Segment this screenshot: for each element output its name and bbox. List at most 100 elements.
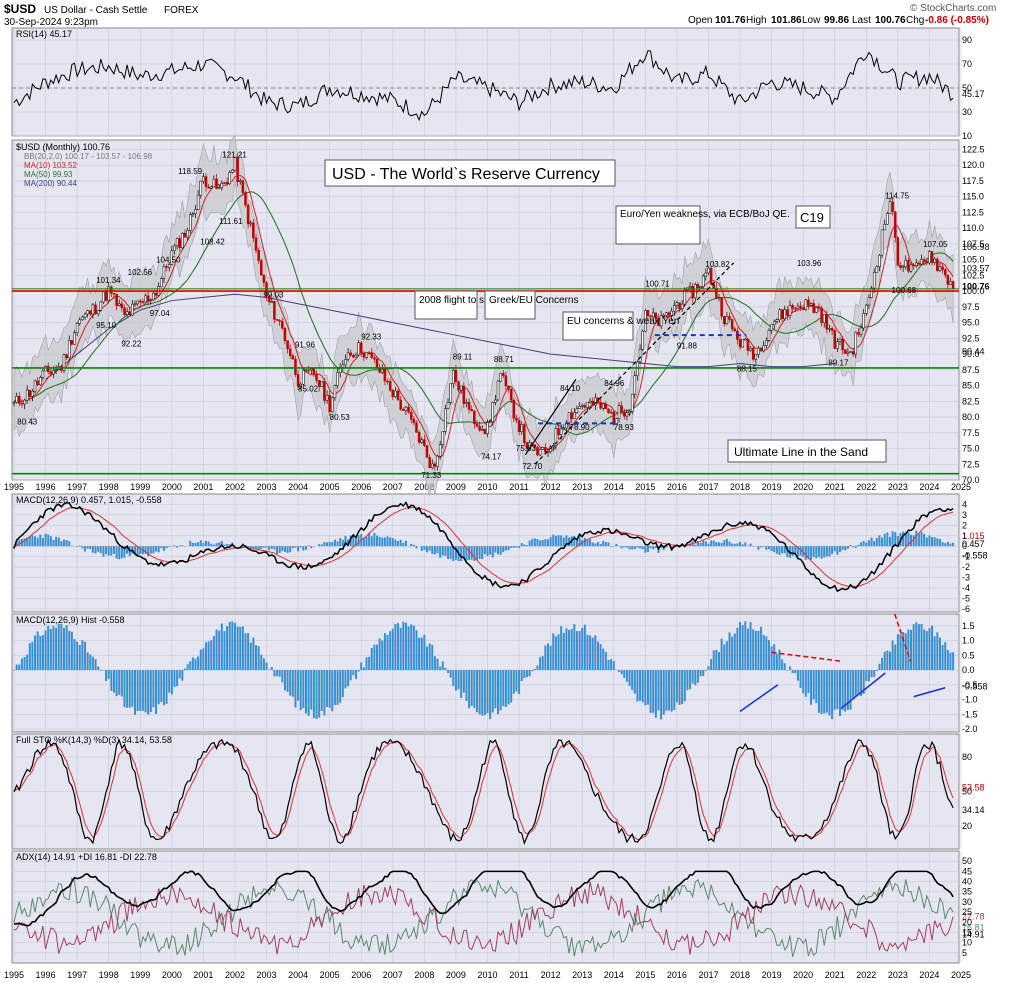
- candle-body: [346, 352, 350, 360]
- candle-body: [620, 405, 623, 413]
- hist-bar: [815, 670, 818, 704]
- open-label: Open: [688, 15, 712, 26]
- macd-hist-bar: [420, 546, 423, 551]
- candle-body: [349, 352, 352, 356]
- rsi-tick: 70: [962, 59, 972, 69]
- price-tick: 107.5: [962, 239, 985, 249]
- hist-bar: [946, 650, 949, 671]
- rsi-chart: RSI(14) 45.17 45.17: [12, 29, 985, 122]
- macd-hist-bar: [449, 546, 452, 559]
- candle-body: [36, 380, 39, 386]
- macd-tick: 0: [962, 541, 967, 551]
- macd-hist-bar: [18, 539, 21, 547]
- hist-bar: [870, 670, 873, 678]
- macd-hist-bar: [946, 541, 949, 547]
- candle-body: [254, 237, 258, 251]
- candle-body: [573, 412, 576, 419]
- hist-bar: [925, 631, 928, 671]
- macd-hist-bar: [767, 546, 770, 550]
- macd-hist-bar: [562, 537, 565, 547]
- macd-hist-bar: [149, 546, 152, 554]
- candle-body: [541, 446, 544, 450]
- macd-hist-bar: [941, 542, 944, 547]
- macd-hist-bar: [391, 538, 394, 547]
- hist-bar: [736, 627, 739, 671]
- macd-hist-bar: [402, 542, 405, 547]
- macd-hist-bar: [741, 544, 744, 547]
- candle-body: [407, 406, 410, 413]
- hist-bar: [802, 670, 805, 694]
- candle-body: [186, 230, 189, 238]
- x-tick-label-bottom: 2025: [951, 970, 971, 980]
- hist-bar: [207, 641, 210, 671]
- ma50-line: [13, 191, 954, 436]
- hist-bar: [183, 668, 186, 671]
- hist-bar: [189, 661, 192, 671]
- price-label: 100.76: [962, 281, 990, 291]
- hist-bar: [789, 666, 792, 671]
- price-labels: 80.43 101.34 95.10 102.56 92.22 104.50 97.04 11…: [17, 150, 989, 479]
- candle-body: [933, 258, 936, 263]
- x-tick-label-bottom: 2019: [762, 970, 782, 980]
- price-label: 89.11: [453, 353, 473, 362]
- macd-hist-bar: [707, 543, 710, 547]
- macd-hist-bar: [76, 546, 79, 547]
- macd-hist-bar: [504, 546, 507, 551]
- hist-bar: [594, 635, 597, 671]
- macd-hist-bar: [544, 538, 547, 547]
- hist-bar: [644, 670, 647, 706]
- macd-hist-bar: [202, 542, 205, 547]
- candle-body: [938, 266, 942, 271]
- candle-body: [849, 351, 852, 353]
- candle-body: [352, 354, 355, 358]
- hist-bar: [197, 656, 200, 671]
- hist-bar: [762, 634, 765, 671]
- annotation-2008: 2008 flight to safety: [419, 295, 506, 306]
- macd-hist-bar: [591, 542, 594, 547]
- macd-hist-bar: [478, 546, 481, 559]
- candle-body: [262, 274, 266, 283]
- macd-tick: -2: [962, 562, 970, 572]
- candle-body: [520, 424, 523, 432]
- hist-bar: [520, 670, 523, 682]
- macd-hist-bar: [762, 546, 765, 547]
- hist-bar: [628, 670, 631, 687]
- price-label: 91.88: [677, 341, 698, 350]
- x-tick-label-top: 2008: [414, 482, 434, 492]
- hist-bar: [420, 637, 423, 671]
- chart-date: 30-Sep-2024 9:23pm: [4, 17, 98, 28]
- macd-hist-bar: [31, 535, 34, 547]
- candle-body: [223, 182, 226, 184]
- hist-bar: [541, 656, 544, 671]
- candle-body: [859, 327, 863, 335]
- hist-bar: [836, 670, 839, 710]
- candle-body: [896, 237, 900, 266]
- hist-bar: [704, 670, 707, 671]
- hist-bar: [441, 661, 444, 671]
- candle-body: [341, 364, 345, 368]
- macd-hist-bar: [878, 535, 881, 547]
- macd-hist-bar: [494, 546, 497, 553]
- hist-bar: [460, 670, 463, 698]
- macd-hist-bar: [573, 535, 576, 547]
- price-tick: 110.0: [962, 223, 984, 233]
- hist-bar: [423, 634, 426, 671]
- macd-hist-bar: [894, 532, 897, 547]
- candle-body: [117, 303, 121, 306]
- candle-body: [41, 370, 45, 378]
- macd-hist-bar: [499, 546, 502, 555]
- price-tick: 82.5: [962, 396, 980, 406]
- price-label: 103.82: [705, 260, 730, 269]
- x-tick-label-top: 2018: [730, 482, 750, 492]
- hist-bar: [126, 670, 129, 708]
- hist-bar: [746, 628, 749, 671]
- candle-body: [49, 371, 53, 375]
- hist-bar: [23, 657, 26, 671]
- main-title-box: [324, 159, 616, 187]
- macd-hist-bar: [728, 541, 731, 547]
- macd-hist-bar: [470, 546, 473, 560]
- macd-hist-bar: [704, 541, 707, 547]
- price-label: 108.42: [200, 237, 225, 246]
- candle-body: [462, 385, 466, 404]
